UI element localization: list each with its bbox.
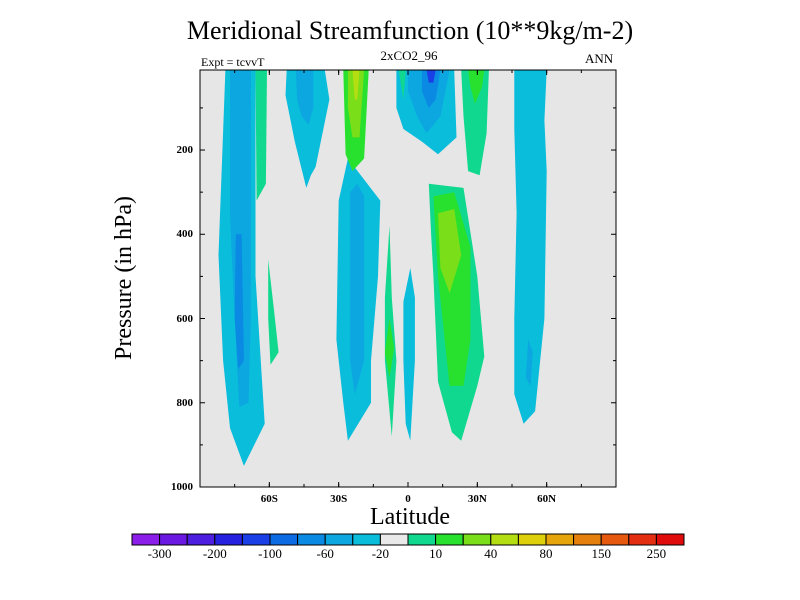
colorbar-swatch	[573, 533, 602, 546]
x-tick-label: 60S	[260, 493, 278, 505]
colorbar-swatch	[159, 533, 188, 546]
contour-region	[421, 70, 441, 108]
colorbar-label: 150	[591, 546, 611, 561]
colorbar-label: -20	[371, 546, 390, 561]
plot-area	[199, 69, 617, 488]
colorbar-label: -60	[316, 546, 334, 561]
contour-region	[295, 70, 314, 125]
contour-region	[350, 183, 365, 395]
colorbar-swatch	[628, 533, 657, 546]
contour-region	[255, 70, 267, 201]
colorbar-swatch	[241, 533, 271, 546]
colorbar-label: 250	[646, 546, 667, 561]
colorbar-label: -300	[147, 546, 172, 561]
colorbar-swatch	[214, 533, 243, 546]
colorbar-label: 40	[484, 546, 498, 561]
y-tick-label: 800	[176, 396, 194, 409]
contour-region	[426, 70, 436, 83]
colorbar-label: 10	[429, 546, 443, 561]
y-tick-label: 200	[176, 144, 194, 157]
colorbar-swatch	[435, 533, 464, 546]
contour-region	[285, 70, 330, 188]
contour-region	[384, 318, 395, 378]
colorbar-swatch	[269, 533, 299, 546]
contour-region	[234, 234, 244, 370]
contour-region	[398, 70, 406, 100]
colorbar-swatch	[352, 533, 381, 546]
colorbar-swatch	[131, 533, 161, 546]
colorbar-swatch	[186, 533, 216, 546]
y-tick-label: 1000	[171, 481, 193, 493]
colorbar-swatch	[379, 533, 409, 546]
contour-region	[268, 259, 279, 365]
contour-region	[352, 70, 360, 100]
contour-region	[347, 70, 365, 138]
x-axis-label: Latitude	[370, 504, 450, 530]
y-axis-label: Pressure (in hPa)	[111, 196, 137, 360]
colorbar-swatch	[545, 533, 575, 546]
colorbar	[131, 533, 685, 546]
chart-subtitle: 2xCO2_96	[380, 48, 438, 63]
y-tick-label: 600	[176, 312, 194, 325]
colorbar-swatch	[462, 533, 492, 546]
x-tick-label: 60N	[537, 493, 557, 505]
x-tick-label: 0	[405, 493, 411, 505]
colorbar-label: 80	[539, 546, 553, 561]
contour-region	[514, 70, 547, 424]
contour-region	[525, 339, 533, 386]
colorbar-swatch	[297, 533, 326, 546]
season-label: ANN	[585, 51, 614, 66]
contour-region	[468, 70, 485, 104]
contour-region	[461, 70, 489, 176]
x-tick-label: 30S	[330, 493, 348, 505]
colorbar-swatch	[324, 533, 354, 546]
colorbar-swatch	[407, 533, 437, 546]
colorbar-swatch	[600, 533, 630, 546]
colorbar-swatch	[517, 533, 547, 546]
colorbar-label: -200	[202, 546, 227, 561]
contour-region	[403, 268, 415, 441]
x-tick-label: 30N	[467, 493, 487, 505]
colorbar-swatch	[655, 533, 685, 546]
contour-region	[438, 209, 462, 294]
y-tick-label: 400	[176, 228, 194, 241]
chart-title: Meridional Streamfunction (10**9kg/m-2)	[186, 16, 634, 45]
colorbar-label: -100	[258, 546, 282, 561]
colorbar-swatch	[490, 533, 519, 546]
experiment-label: Expt = tcvvT	[201, 55, 265, 69]
